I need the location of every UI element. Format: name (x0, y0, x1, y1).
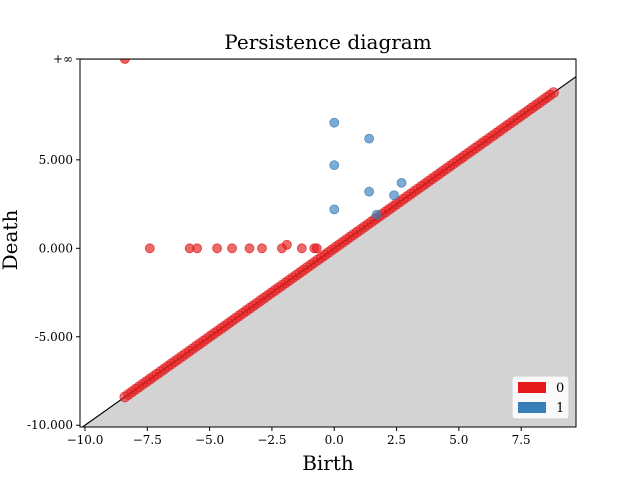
y-tick-label: 5.000 (39, 153, 73, 167)
series-0-points (119, 59, 322, 254)
infinity-tick-label: +∞ (53, 52, 73, 66)
y-tick-label: 0.000 (39, 241, 73, 255)
series-1-points (329, 117, 407, 220)
x-axis-title: Birth (302, 451, 354, 475)
data-point (389, 190, 399, 201)
data-point (364, 133, 375, 144)
legend-swatch-0 (518, 382, 546, 393)
axes-ticks: −10.0 −7.5 −5.0 −2.5 0.0 2.5 5.0 7.5 -10.000 -5.0… (27, 52, 531, 447)
legend-label-1: 1 (556, 401, 564, 416)
x-tick-label: −10.0 (67, 433, 104, 447)
plot-inner (80, 59, 576, 427)
x-tick-label: 2.5 (387, 433, 406, 447)
y-axis-title: Death (0, 210, 22, 271)
x-tick-label: 7.5 (512, 433, 531, 447)
legend-label-0: 0 (556, 381, 564, 396)
diagonal-point (548, 87, 559, 99)
chart-title: Persistence diagram (224, 30, 431, 54)
y-tick-label: -5.000 (35, 330, 73, 344)
data-point (227, 243, 237, 254)
legend-swatch-1 (518, 402, 546, 413)
legend: 0 1 (511, 375, 570, 420)
data-point (396, 177, 407, 188)
data-point (296, 243, 307, 254)
x-tick-label: −7.5 (133, 433, 162, 447)
x-tick-label: 0.0 (325, 433, 344, 447)
data-point (192, 243, 203, 254)
y-tick-label: -10.000 (27, 418, 73, 432)
data-point (371, 209, 382, 220)
data-point (281, 239, 292, 250)
data-point (244, 243, 255, 254)
x-tick-label: 5.0 (449, 433, 468, 447)
plot-area (79, 58, 577, 428)
data-point (329, 204, 340, 215)
data-point (311, 243, 322, 254)
data-point (144, 243, 155, 254)
data-point (329, 160, 340, 171)
data-point (329, 117, 340, 128)
x-tick-label: −5.0 (195, 433, 224, 447)
x-tick-label: −2.5 (257, 433, 286, 447)
data-point (364, 186, 375, 197)
infinite-point (119, 59, 130, 64)
data-point (257, 243, 267, 254)
diagonal-points (119, 87, 559, 403)
below-diagonal-region (80, 76, 576, 427)
axes-frame (79, 58, 577, 428)
data-point (212, 243, 222, 254)
